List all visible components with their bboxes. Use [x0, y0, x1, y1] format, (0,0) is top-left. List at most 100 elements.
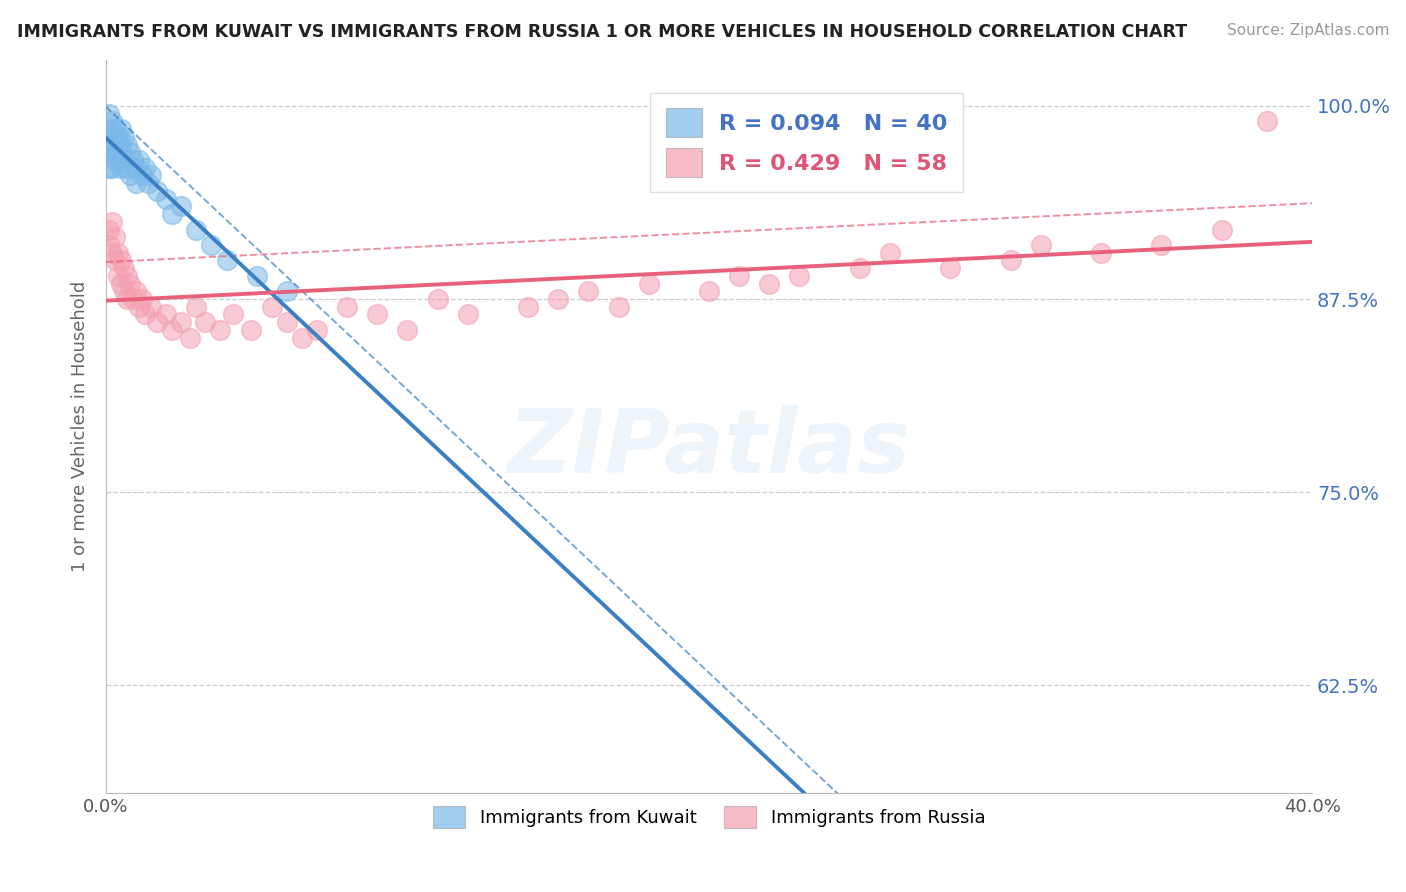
Point: [1090, 245, 1112, 260]
Point: [104, 122, 127, 136]
Point: [97, 238, 120, 252]
Point: [97, 137, 120, 152]
Point: [162, 207, 184, 221]
Point: [101, 215, 124, 229]
Y-axis label: 1 or more Vehicles in Household: 1 or more Vehicles in Household: [72, 281, 89, 572]
Point: [128, 153, 150, 167]
Point: [104, 253, 127, 268]
Point: [125, 285, 148, 299]
Point: [146, 315, 169, 329]
Point: [101, 161, 124, 175]
Point: [101, 114, 124, 128]
Point: [457, 308, 479, 322]
Point: [125, 161, 148, 175]
Point: [115, 268, 138, 283]
Point: [139, 169, 162, 183]
Point: [107, 268, 129, 283]
Point: [179, 331, 201, 345]
Point: [136, 176, 159, 190]
Point: [186, 300, 208, 314]
Point: [104, 137, 127, 152]
Point: [115, 292, 138, 306]
Point: [110, 277, 132, 291]
Point: [115, 137, 138, 152]
Point: [246, 268, 269, 283]
Point: [97, 161, 120, 175]
Point: [128, 300, 150, 314]
Point: [170, 315, 193, 329]
Point: [1000, 253, 1022, 268]
Point: [134, 308, 156, 322]
Text: Source: ZipAtlas.com: Source: ZipAtlas.com: [1226, 23, 1389, 38]
Text: IMMIGRANTS FROM KUWAIT VS IMMIGRANTS FROM RUSSIA 1 OR MORE VEHICLES IN HOUSEHOLD: IMMIGRANTS FROM KUWAIT VS IMMIGRANTS FRO…: [17, 23, 1187, 41]
Point: [146, 184, 169, 198]
Point: [162, 323, 184, 337]
Point: [728, 268, 751, 283]
Point: [170, 199, 193, 213]
Point: [276, 285, 298, 299]
Point: [276, 315, 298, 329]
Point: [112, 153, 135, 167]
Point: [221, 308, 243, 322]
Point: [107, 145, 129, 160]
Point: [697, 285, 720, 299]
Point: [118, 169, 141, 183]
Point: [260, 300, 283, 314]
Point: [97, 106, 120, 120]
Point: [426, 292, 449, 306]
Point: [131, 292, 153, 306]
Point: [607, 300, 630, 314]
Point: [879, 245, 901, 260]
Point: [97, 145, 120, 160]
Point: [104, 153, 127, 167]
Point: [104, 230, 127, 244]
Point: [200, 238, 222, 252]
Point: [517, 300, 540, 314]
Point: [758, 277, 780, 291]
Point: [107, 245, 129, 260]
Point: [305, 323, 328, 337]
Point: [139, 300, 162, 314]
Point: [194, 315, 217, 329]
Point: [849, 261, 872, 276]
Point: [637, 277, 659, 291]
Point: [134, 161, 156, 175]
Point: [336, 300, 359, 314]
Point: [97, 122, 120, 136]
Point: [1211, 222, 1233, 236]
Point: [209, 323, 232, 337]
Point: [125, 176, 148, 190]
Point: [97, 222, 120, 236]
Point: [115, 161, 138, 175]
Text: ZIPatlas: ZIPatlas: [508, 405, 911, 492]
Point: [118, 277, 141, 291]
Point: [1150, 238, 1173, 252]
Point: [396, 323, 419, 337]
Point: [789, 268, 811, 283]
Point: [110, 253, 132, 268]
Point: [547, 292, 569, 306]
Point: [939, 261, 962, 276]
Legend: Immigrants from Kuwait, Immigrants from Russia: Immigrants from Kuwait, Immigrants from …: [426, 799, 993, 836]
Point: [155, 308, 177, 322]
Point: [155, 192, 177, 206]
Point: [110, 161, 132, 175]
Point: [1029, 238, 1052, 252]
Point: [291, 331, 314, 345]
Point: [118, 145, 141, 160]
Point: [122, 292, 145, 306]
Point: [110, 137, 132, 152]
Point: [101, 245, 124, 260]
Point: [366, 308, 388, 322]
Point: [186, 222, 208, 236]
Point: [215, 253, 238, 268]
Point: [576, 285, 599, 299]
Point: [1256, 114, 1278, 128]
Point: [107, 129, 129, 144]
Point: [110, 122, 132, 136]
Point: [239, 323, 262, 337]
Point: [112, 261, 135, 276]
Point: [101, 129, 124, 144]
Point: [101, 145, 124, 160]
Point: [112, 129, 135, 144]
